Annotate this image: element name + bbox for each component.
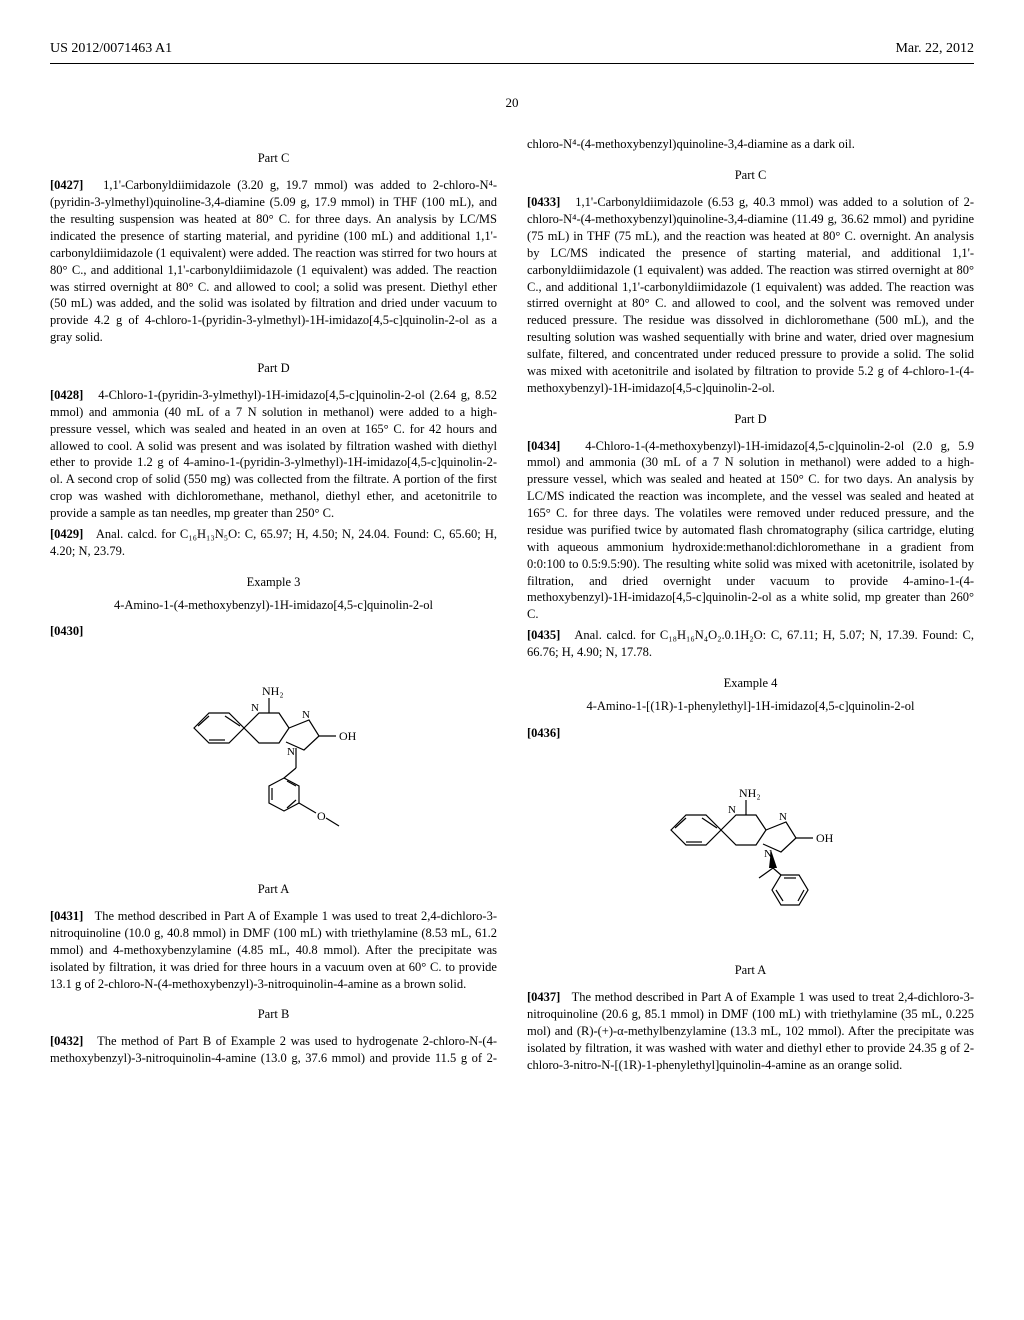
label-n: N xyxy=(302,709,310,721)
example-heading: Example 3 xyxy=(50,574,497,591)
paragraph: [0437] The method described in Part A of… xyxy=(527,989,974,1073)
part-heading: Part D xyxy=(527,411,974,428)
label-oh: OH xyxy=(816,831,834,845)
chemical-structure: NH₂ OH O N N N xyxy=(50,658,497,863)
para-text: The method described in Part A of Exampl… xyxy=(50,909,497,991)
paragraph: [0431] The method described in Part A of… xyxy=(50,908,497,992)
paragraph: [0436] xyxy=(527,725,974,742)
para-number: [0428] xyxy=(50,388,83,402)
para-text: Anal. calcd. for C₁₆H₁₃N₅O: C, 65.97; H,… xyxy=(50,527,497,558)
para-text: The method described in Part A of Exampl… xyxy=(527,990,974,1072)
label-n: N xyxy=(287,746,295,758)
para-number: [0430] xyxy=(50,624,83,638)
label-n: N xyxy=(251,702,259,714)
paragraph: [0430] xyxy=(50,623,497,640)
header-rule xyxy=(50,63,974,64)
label-nh2: NH₂ xyxy=(262,684,284,698)
para-text: 4-Chloro-1-(4-methoxybenzyl)-1H-imidazo[… xyxy=(527,439,974,622)
part-heading: Part C xyxy=(50,150,497,167)
para-number: [0436] xyxy=(527,726,560,740)
paragraph: [0429] Anal. calcd. for C₁₆H₁₃N₅O: C, 65… xyxy=(50,526,497,560)
para-text: 4-Chloro-1-(pyridin-3-ylmethyl)-1H-imida… xyxy=(50,388,497,520)
part-heading: Part C xyxy=(527,167,974,184)
paragraph: [0433] 1,1'-Carbonyldiimidazole (6.53 g,… xyxy=(527,194,974,397)
para-text: Anal. calcd. for C₁₈H₁₆N₄O₂.0.1H₂O: C, 6… xyxy=(527,628,974,659)
example-heading: Example 4 xyxy=(527,675,974,692)
paragraph: [0428] 4-Chloro-1-(pyridin-3-ylmethyl)-1… xyxy=(50,387,497,522)
para-number: [0434] xyxy=(527,439,560,453)
label-n: N xyxy=(779,811,787,823)
label-n: N xyxy=(728,804,736,816)
paragraph: [0434] 4-Chloro-1-(4-methoxybenzyl)-1H-i… xyxy=(527,438,974,624)
para-number: [0435] xyxy=(527,628,560,642)
para-text: 1,1'-Carbonyldiimidazole (6.53 g, 40.3 m… xyxy=(527,195,974,395)
para-number: [0431] xyxy=(50,909,83,923)
para-text: 1,1'-Carbonyldiimidazole (3.20 g, 19.7 m… xyxy=(50,178,497,344)
paragraph: [0435] Anal. calcd. for C₁₈H₁₆N₄O₂.0.1H₂… xyxy=(527,627,974,661)
paragraph: [0427] 1,1'-Carbonyldiimidazole (3.20 g,… xyxy=(50,177,497,346)
chemical-structure: NH₂ OH N N N xyxy=(527,760,974,945)
compound-name: 4-Amino-1-(4-methoxybenzyl)-1H-imidazo[4… xyxy=(50,597,497,614)
para-number: [0433] xyxy=(527,195,560,209)
para-number: [0429] xyxy=(50,527,83,541)
part-heading: Part B xyxy=(50,1006,497,1023)
part-heading: Part A xyxy=(527,962,974,979)
para-number: [0437] xyxy=(527,990,560,1004)
pub-number: US 2012/0071463 A1 xyxy=(50,40,172,59)
compound-name: 4-Amino-1-[(1R)-1-phenylethyl]-1H-imidaz… xyxy=(527,698,974,715)
part-heading: Part D xyxy=(50,360,497,377)
label-nh2: NH₂ xyxy=(739,786,761,800)
pub-date: Mar. 22, 2012 xyxy=(895,40,974,59)
para-number: [0427] xyxy=(50,178,83,192)
page-number: 20 xyxy=(50,94,974,112)
part-heading: Part A xyxy=(50,881,497,898)
label-n: N xyxy=(764,848,772,860)
para-number: [0432] xyxy=(50,1034,83,1048)
label-o: O xyxy=(317,809,326,823)
label-oh: OH xyxy=(339,729,357,743)
